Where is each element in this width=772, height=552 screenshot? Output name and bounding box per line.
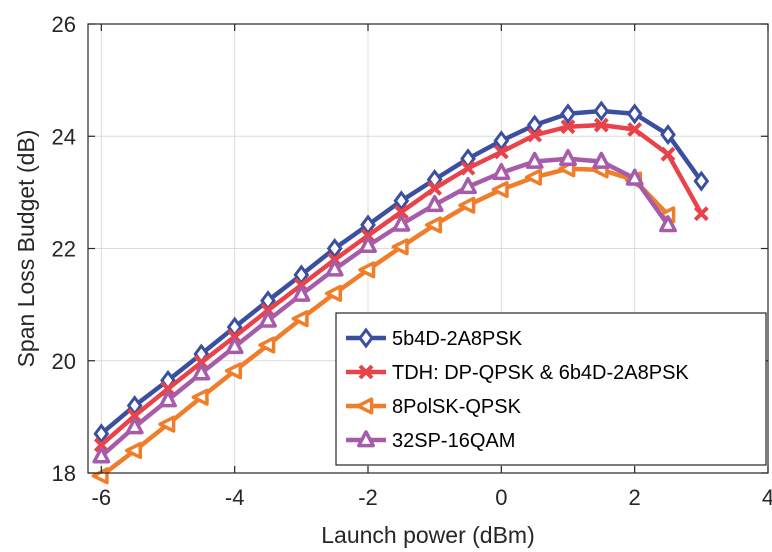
legend-item: TDH: DP-QPSK & 6b4D-2A8PSK [346,362,689,384]
data-point [159,390,177,408]
data-point [693,170,710,192]
x-tick-label: -6 [92,485,112,510]
data-point [325,259,344,277]
x-tick-label: 0 [495,485,507,510]
data-point [124,442,143,460]
data-point [424,216,443,234]
data-point [625,168,644,186]
x-tick-label: 4 [762,485,772,510]
data-point [92,446,111,464]
data-point [192,363,211,381]
data-point [127,408,143,424]
data-point [259,310,277,328]
data-point [391,238,409,256]
x-axis-label: Launch power (dBm) [321,522,535,548]
data-point [227,329,243,345]
data-point [93,423,110,445]
x-tick-label: -4 [225,485,245,510]
legend-item: 5b4D-2A8PSK [346,327,523,350]
data-point [125,417,144,435]
legend-label: 5b4D-2A8PSK [392,328,523,350]
data-point [459,177,477,195]
data-point [93,437,109,453]
legend: 5b4D-2A8PSK TDH: DP-QPSK & 6b4D-2A8PSK 8Po… [335,312,767,466]
y-tick-label: 20 [52,349,76,374]
data-point [493,144,509,160]
data-point [326,238,343,259]
data-point [425,194,444,213]
data-point [258,336,276,354]
data-point [291,310,309,328]
x-tick-label: 2 [629,485,641,510]
data-point [158,415,176,433]
data-point [360,228,376,244]
data-point [560,119,576,135]
data-point [559,148,577,167]
data-point [593,100,610,122]
data-point [593,117,609,133]
data-point [560,103,576,125]
data-point [627,122,643,137]
data-point [427,181,443,196]
data-point [160,381,176,397]
data-point [491,181,509,199]
legend-marker [357,430,375,448]
y-tick-label: 26 [52,12,76,37]
data-point [660,146,676,162]
data-point [191,388,209,406]
series-layer [91,100,710,485]
data-point [392,214,411,232]
data-point [260,302,276,318]
data-point [393,204,409,220]
legend-box [335,312,767,466]
data-point [458,196,476,214]
y-axis-label: Span Loss Budget (dB) [13,130,39,368]
legend-label: 32SP-16QAM [392,430,515,452]
y-tick-label: 18 [52,461,76,486]
y-tick-label: 24 [52,124,76,149]
legend-item: 32SP-16QAM [346,430,515,452]
data-point [492,162,511,181]
data-point [193,355,209,370]
legend-label: TDH: DP-QPSK & 6b4D-2A8PSK [392,362,689,384]
data-point [292,284,311,302]
data-point [592,151,611,169]
data-point [393,190,410,212]
series-32sp-16qam [92,148,677,464]
data-point [527,127,543,143]
data-point [493,130,510,152]
data-point [525,151,544,169]
data-point [693,206,709,222]
data-point [359,235,377,254]
data-point [626,103,643,125]
y-tick-label: 22 [52,237,76,262]
data-point [524,168,543,186]
legend-item: 8PolSK-QPSK [346,396,522,418]
x-tick-label: -2 [358,485,378,510]
legend-marker [356,397,374,415]
data-point [659,215,677,233]
data-point [660,124,676,146]
data-point [225,336,244,355]
data-point [324,284,343,302]
series-tdh-dp-qpsk-6b4d-2a8psk [93,117,709,453]
data-point [358,261,376,279]
legend-marker [358,327,374,349]
data-point [460,160,476,176]
legend-label: 8PolSK-QPSK [392,396,522,418]
legend-marker [358,364,374,380]
data-point [224,362,243,380]
